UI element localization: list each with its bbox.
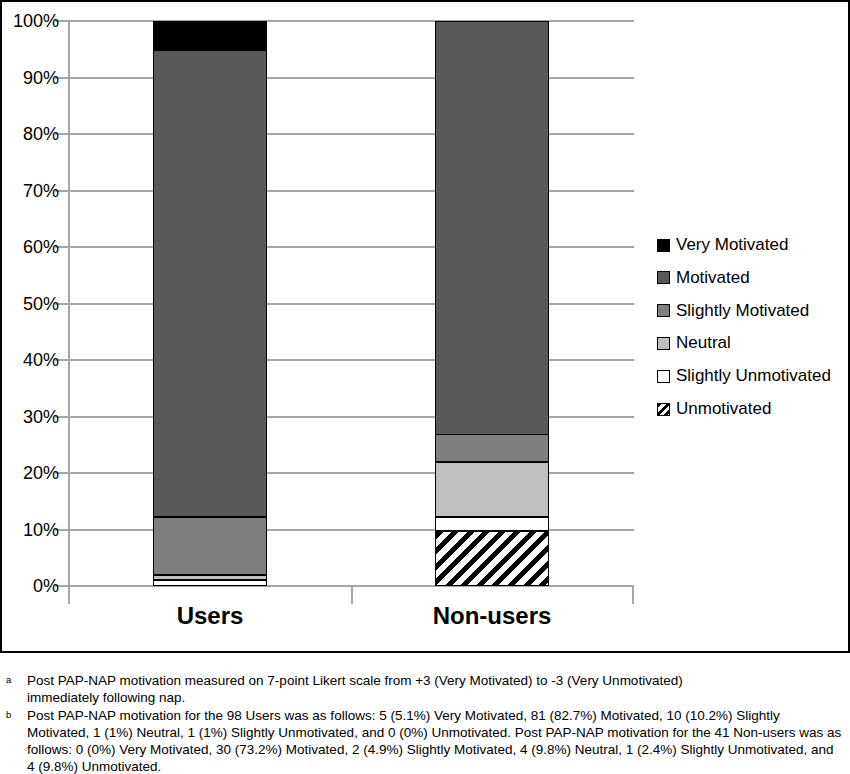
x-axis-tick [351, 586, 353, 604]
y-tick-label: 10% [2, 520, 59, 540]
legend-item-unmotivated: Unmotivated [657, 399, 771, 419]
legend-label-slightly-motivated: Slightly Motivated [676, 301, 809, 321]
y-tick-label: 60% [2, 237, 59, 257]
legend-item-motivated: Motivated [657, 268, 750, 288]
legend-label-motivated: Motivated [676, 268, 750, 288]
bar-segment-non-users-slightly-unmotivated [435, 517, 549, 531]
footnote-a: a Post PAP-NAP motivation measured on 7-… [6, 673, 844, 706]
footnote-b: b Post PAP-NAP motivation for the 98 Use… [6, 708, 844, 774]
legend-label-unmotivated: Unmotivated [676, 399, 771, 419]
legend-swatch-neutral [657, 337, 670, 350]
footnote-a-marker: a [6, 673, 27, 706]
category-label-non-users: Non-users [372, 602, 612, 630]
legend-item-neutral: Neutral [657, 333, 731, 353]
footnotes: a Post PAP-NAP motivation measured on 7-… [6, 673, 844, 774]
footnote-b-text: Post PAP-NAP motivation for the 98 Users… [27, 708, 844, 774]
y-axis-line [68, 21, 70, 604]
legend-label-very-motivated: Very Motivated [676, 235, 788, 255]
y-tick-label: 0% [2, 576, 59, 596]
legend-swatch-very-motivated [657, 239, 670, 252]
x-axis-tick [632, 586, 634, 604]
legend-item-slightly-motivated: Slightly Motivated [657, 301, 809, 321]
bar-segment-non-users-unmotivated [435, 531, 549, 586]
bar-segment-users-neutral [153, 575, 267, 581]
bar-segment-non-users-slightly-motivated [435, 434, 549, 462]
bar-segment-users-slightly-motivated [153, 517, 267, 575]
y-tick-label: 40% [2, 350, 59, 370]
y-tick-label: 100% [2, 11, 59, 31]
bar-segment-users-very-motivated [153, 21, 267, 50]
bar-segment-non-users-neutral [435, 462, 549, 517]
legend-swatch-motivated [657, 271, 670, 284]
legend-item-slightly-unmotivated: Slightly Unmotivated [657, 366, 831, 386]
category-label-users: Users [90, 602, 330, 630]
y-tick-label: 30% [2, 407, 59, 427]
y-tick-label: 50% [2, 294, 59, 314]
legend-item-very-motivated: Very Motivated [657, 235, 788, 255]
bar-segment-non-users-motivated [435, 21, 549, 435]
y-tick-label: 70% [2, 181, 59, 201]
figure: 100% 90% 80% 70% 60% 50% 40% 30% 20% 10% 0% Users No… [0, 0, 850, 774]
legend-label-neutral: Neutral [676, 333, 731, 353]
legend-label-slightly-unmotivated: Slightly Unmotivated [676, 366, 831, 386]
legend-swatch-slightly-motivated [657, 304, 670, 317]
legend-swatch-slightly-unmotivated [657, 370, 670, 383]
footnote-a-text: Post PAP-NAP motivation measured on 7-po… [27, 673, 683, 706]
y-tick-label: 90% [2, 68, 59, 88]
footnote-b-marker: b [6, 708, 27, 774]
chart-area: 100% 90% 80% 70% 60% 50% 40% 30% 20% 10% 0% Users No… [0, 0, 850, 653]
bar-segment-users-motivated [153, 50, 267, 517]
bar-segment-users-slightly-unmotivated [153, 580, 267, 586]
y-tick-label: 20% [2, 463, 59, 483]
y-tick-label: 80% [2, 124, 59, 144]
legend-swatch-unmotivated [657, 403, 670, 416]
